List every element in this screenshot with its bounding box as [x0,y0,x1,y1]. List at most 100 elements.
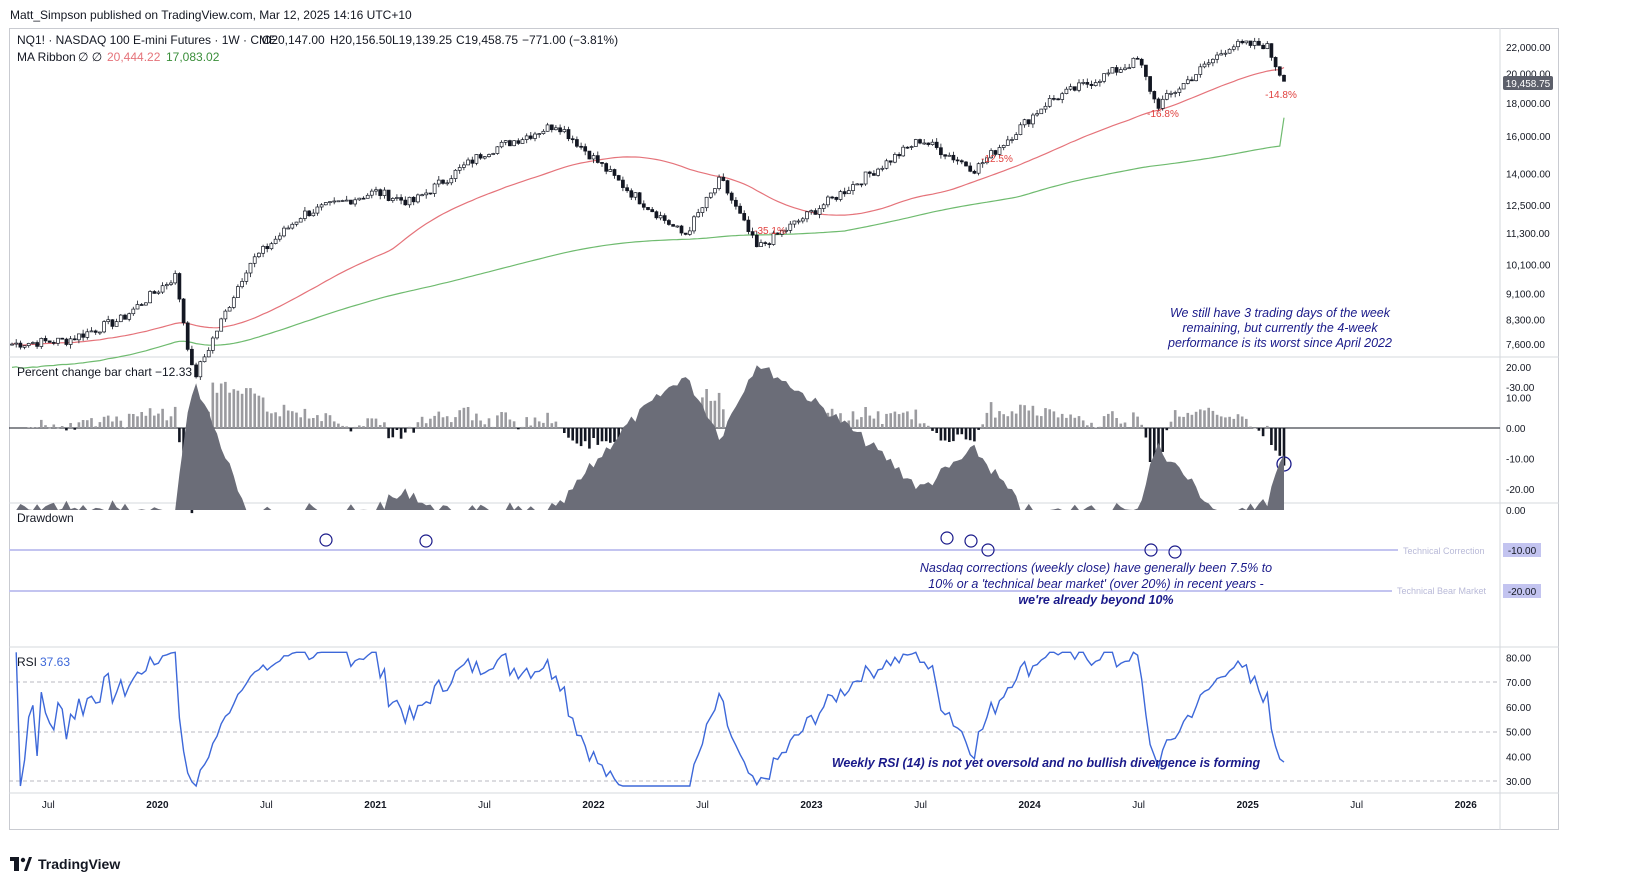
pct-bar [881,424,884,428]
candle-body [169,282,173,285]
drop-label-2025: -14.8% [1265,90,1297,101]
pct-bar [1115,418,1118,428]
pct-bar [910,419,913,428]
pct-bar [303,408,307,428]
candle-body [1261,44,1265,50]
candle-body [428,192,433,195]
candle-body [729,192,734,201]
pct-bar [927,425,930,428]
pct-bar [232,389,236,428]
candle-body [198,361,203,378]
candle-body [809,210,814,213]
candle-body [1098,80,1102,83]
pct-bar [462,407,466,428]
candle-body [604,163,609,172]
candle-body [173,273,178,284]
candle-body [1123,67,1127,70]
pct-bar [1165,428,1169,431]
pct-bar [48,427,51,429]
candle-body [612,169,617,176]
legend-low: L19,139.25 [392,33,452,47]
pct-bar [839,413,842,428]
candle-body [512,140,516,147]
candle-body [1257,40,1261,46]
candle-body [951,154,956,161]
pct-bar [366,418,369,428]
candle-body [692,216,696,232]
candle-body [520,139,525,144]
pct-bar [1240,416,1244,428]
drawdown-y-axis: 0.00 -30.00 [1506,383,1535,517]
candle-body [1102,73,1106,82]
pct-bar [349,428,353,432]
candle-body [462,164,466,168]
pct-bar [588,428,591,449]
pct-bar [1056,417,1060,428]
candle-body [541,130,546,134]
pct-bar [1253,428,1256,429]
candle-body [846,190,851,195]
pct-bar [906,411,909,428]
pct-bar [165,420,169,428]
tech-bear-text: Technical Bear Market [1397,586,1487,596]
x-tick: Jul [1132,800,1145,811]
pct-bar [989,402,993,428]
candle-body [386,189,391,201]
candle-body [972,170,977,174]
candle-body [813,210,818,215]
pct-bar [31,427,35,428]
candle-body [934,141,939,148]
price-tick: 12,500.00 [1506,201,1551,212]
candle-body [378,189,383,196]
candle-body [821,204,826,209]
pct-bar [424,423,428,428]
pct-bar [1044,408,1047,428]
pct-bar [1111,411,1114,428]
candle-body [704,196,709,209]
candle-body [148,291,152,304]
pct-bar [123,427,127,428]
pct-bar [132,414,135,428]
candle-body [286,227,291,230]
candle-body [1236,40,1240,48]
candle-body [144,302,148,306]
pct-bar [981,424,984,428]
candle-body [926,142,931,145]
tradingview-brand[interactable]: TradingView [10,856,120,872]
pct-bar [479,420,482,428]
candle-body [792,220,797,225]
pct-bar [1127,428,1131,429]
pct-bar [1002,414,1005,428]
pct-bar [1031,405,1035,428]
candle-body [1160,98,1165,109]
candle-body [1035,113,1039,116]
candle-body [788,223,793,231]
pct-bar [475,413,478,428]
candle-body [1131,57,1136,68]
candle-body [667,220,671,225]
pct-bar [433,415,436,428]
candle-body [39,338,44,347]
candle-body [997,147,1002,155]
candle-body [976,163,981,174]
pct-bar [600,428,604,442]
candle-body [872,173,876,176]
candle-body [947,154,952,157]
candle-body [1001,145,1006,148]
candle-body [989,150,993,159]
pct-bar [956,428,959,435]
pct-bar [860,417,863,428]
candle-body [432,183,437,194]
candle-body [700,207,705,213]
candle-body [227,307,232,312]
pct-bar [102,416,106,428]
pct-bar [973,428,976,442]
pct-bar [60,426,64,428]
candle-body [637,192,642,205]
pct-bar [178,428,181,443]
pct-bar [491,426,495,428]
candle-body [499,141,504,148]
pct-bar [257,395,261,428]
pct-bar [609,428,612,443]
